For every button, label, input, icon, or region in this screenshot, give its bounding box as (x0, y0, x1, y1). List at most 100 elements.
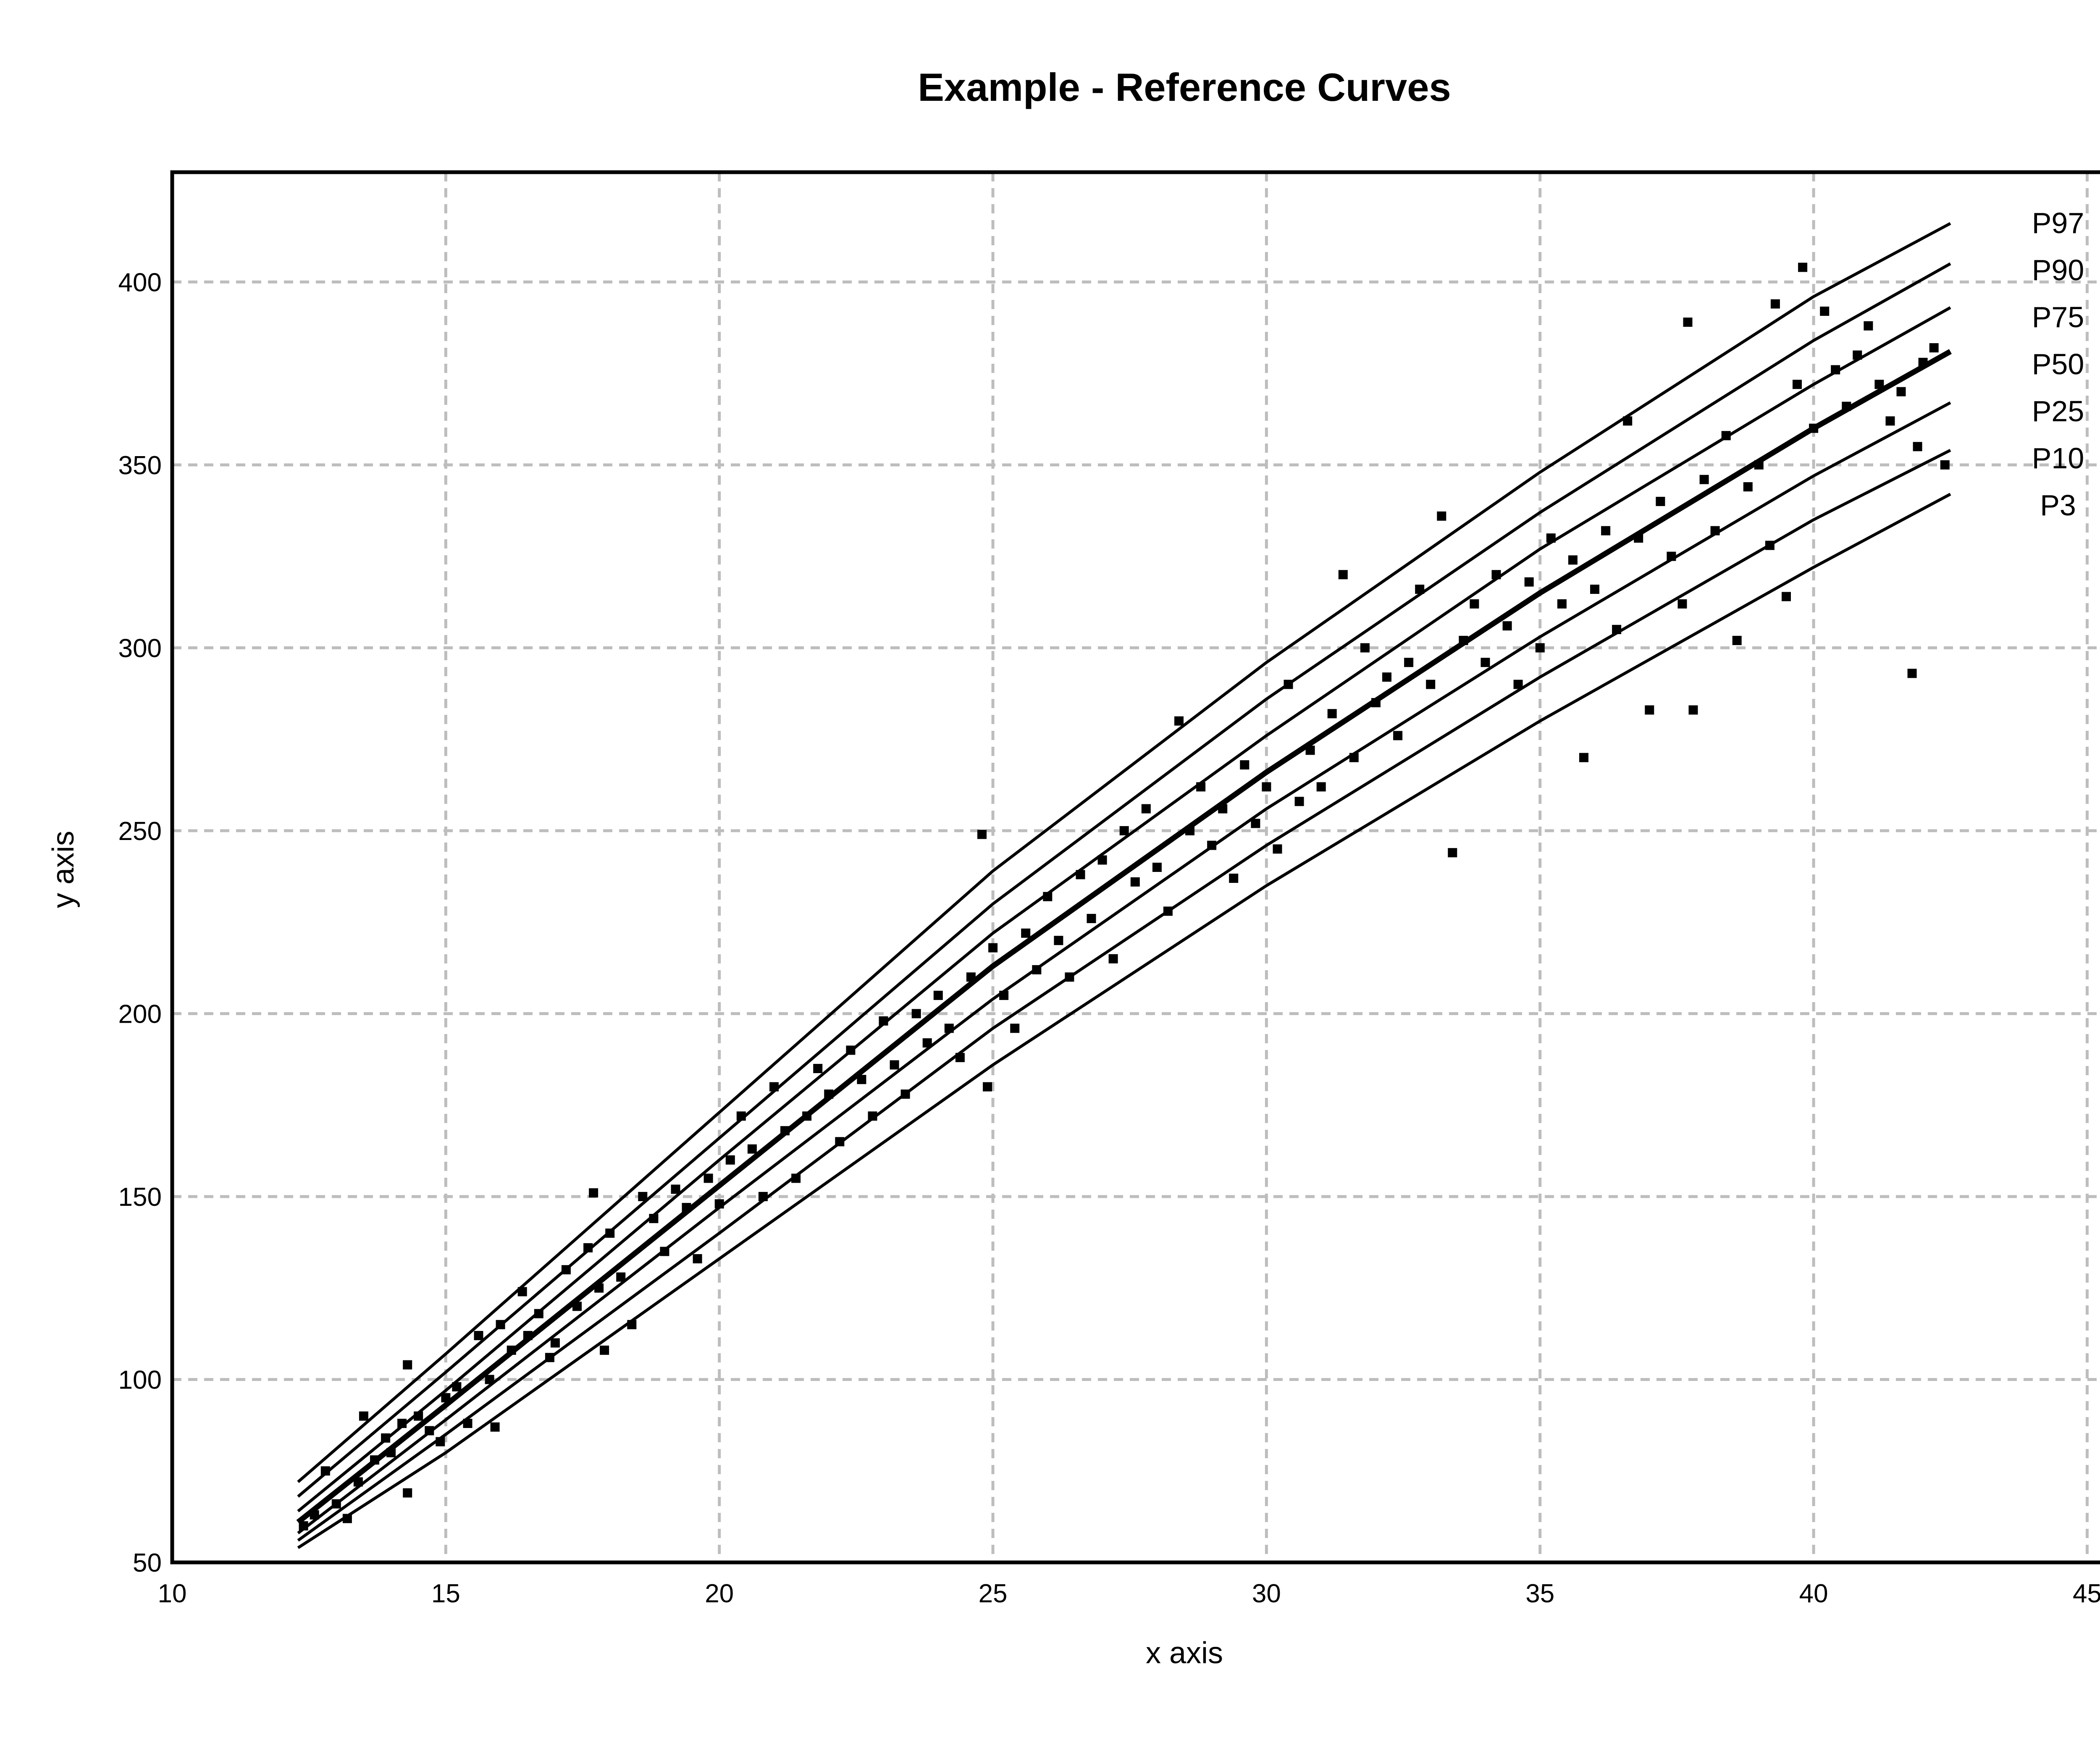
scatter-point (1913, 442, 1922, 452)
scatter-point (922, 1038, 932, 1048)
scatter-point (425, 1426, 434, 1436)
scatter-point (791, 1173, 801, 1183)
scatter-point (1782, 592, 1791, 601)
scatter-point (1207, 840, 1217, 850)
scatter-point (1831, 365, 1840, 375)
y-tick-label: 300 (118, 634, 162, 663)
scatter-point (1054, 936, 1063, 945)
scatter-point (561, 1265, 571, 1275)
scatter-point (671, 1184, 680, 1194)
scatter-point (1021, 928, 1031, 938)
scatter-point (1480, 658, 1490, 667)
curve-p97 (297, 222, 1951, 1483)
scatter-point (370, 1455, 379, 1465)
scatter-point (879, 1016, 888, 1026)
scatter-point (988, 943, 998, 953)
curve-label-p97: P97 (2032, 207, 2084, 239)
scatter-point (1612, 625, 1622, 634)
curve-p75 (297, 306, 1951, 1512)
scatter-point (1721, 431, 1731, 441)
x-tick-label: 30 (1252, 1579, 1281, 1608)
y-tick-label: 150 (118, 1183, 162, 1212)
x-tick-label: 15 (431, 1579, 460, 1608)
scatter-point (1229, 874, 1239, 883)
scatter-point (1491, 570, 1501, 580)
curve-label-p90: P90 (2032, 254, 2084, 286)
scatter-point (1032, 965, 1042, 974)
scatter-point (736, 1111, 746, 1121)
y-axis-label: y axis (47, 831, 80, 908)
scatter-point (403, 1488, 412, 1498)
chart-title: Example - Reference Curves (918, 65, 1451, 109)
scatter-point (714, 1199, 724, 1209)
scatter-point (1327, 709, 1337, 719)
scatter-point (1459, 635, 1468, 645)
scatter-point (1141, 804, 1151, 814)
scatter-point (1262, 782, 1271, 792)
scatter-point (299, 1521, 308, 1530)
scatter-point (682, 1203, 691, 1213)
curve-label-p3: P3 (2040, 489, 2076, 522)
scatter-point (594, 1283, 604, 1293)
y-tick-label: 50 (133, 1549, 162, 1578)
curve-label-p75: P75 (2032, 301, 2084, 333)
curve-p10 (297, 449, 1951, 1542)
scatter-point (1765, 541, 1774, 550)
scatter-point (1623, 416, 1633, 426)
scatter-point (1196, 782, 1206, 792)
scatter-point (758, 1192, 768, 1201)
scatter-point (1929, 343, 1939, 353)
scatter-point (1087, 914, 1096, 923)
scatter-point (436, 1437, 445, 1446)
scatter-point (474, 1331, 483, 1340)
scatter-point (1645, 705, 1654, 715)
scatter-point (403, 1360, 412, 1370)
scatter-point (1316, 782, 1326, 792)
scatter-point (1667, 551, 1676, 561)
scatter-point (1251, 819, 1260, 828)
scatter-point (780, 1126, 790, 1136)
y-tick-label: 100 (118, 1365, 162, 1394)
curve-labels: P97 P90 P75 P50 P25 P10 P3 (2032, 207, 2084, 522)
scatter-point (638, 1192, 648, 1201)
scatter-point (381, 1433, 391, 1443)
scatter-point (342, 1514, 352, 1523)
scatter-point (1579, 753, 1588, 762)
x-tick-label: 40 (1799, 1579, 1828, 1608)
scatter-point (485, 1375, 494, 1384)
scatter-point (999, 990, 1009, 1000)
scatter-point (1043, 892, 1053, 901)
scatter-point (824, 1089, 834, 1099)
scatter-point (1371, 698, 1381, 707)
scatter-point (1076, 870, 1085, 879)
scatter-point (534, 1309, 543, 1318)
scatter-point (1349, 753, 1359, 762)
scatter-point (660, 1247, 669, 1256)
scatter-point (1809, 423, 1819, 433)
scatter-point (1732, 635, 1742, 645)
tick-labels: 10 15 20 25 30 35 40 45 50 100 150 200 250 300 350 400 (118, 268, 2100, 1608)
scatter-point (507, 1345, 516, 1355)
scatter-point (397, 1419, 407, 1428)
curve-p3 (297, 493, 1951, 1549)
scatter-point (1338, 570, 1348, 580)
scatter-point (1382, 672, 1391, 682)
scatter-point (1677, 599, 1687, 609)
scatter-point (600, 1345, 609, 1355)
scatter-point (1294, 797, 1304, 806)
scatter-point (616, 1272, 626, 1282)
curve-label-p25: P25 (2032, 395, 2084, 428)
scatter-point (523, 1331, 533, 1340)
scatter-point (463, 1419, 472, 1428)
x-tick-label: 20 (705, 1579, 734, 1608)
scatter-point (452, 1382, 462, 1391)
scatter-point (1770, 299, 1780, 309)
scatter-point (1426, 680, 1436, 689)
y-tick-label: 350 (118, 451, 162, 480)
scatter-point (490, 1422, 500, 1432)
scatter-point (414, 1411, 423, 1421)
x-tick-label: 35 (1525, 1579, 1554, 1608)
scatter-point (1798, 262, 1808, 272)
scatter-point (1793, 380, 1802, 389)
curve-label-p50: P50 (2032, 348, 2084, 381)
